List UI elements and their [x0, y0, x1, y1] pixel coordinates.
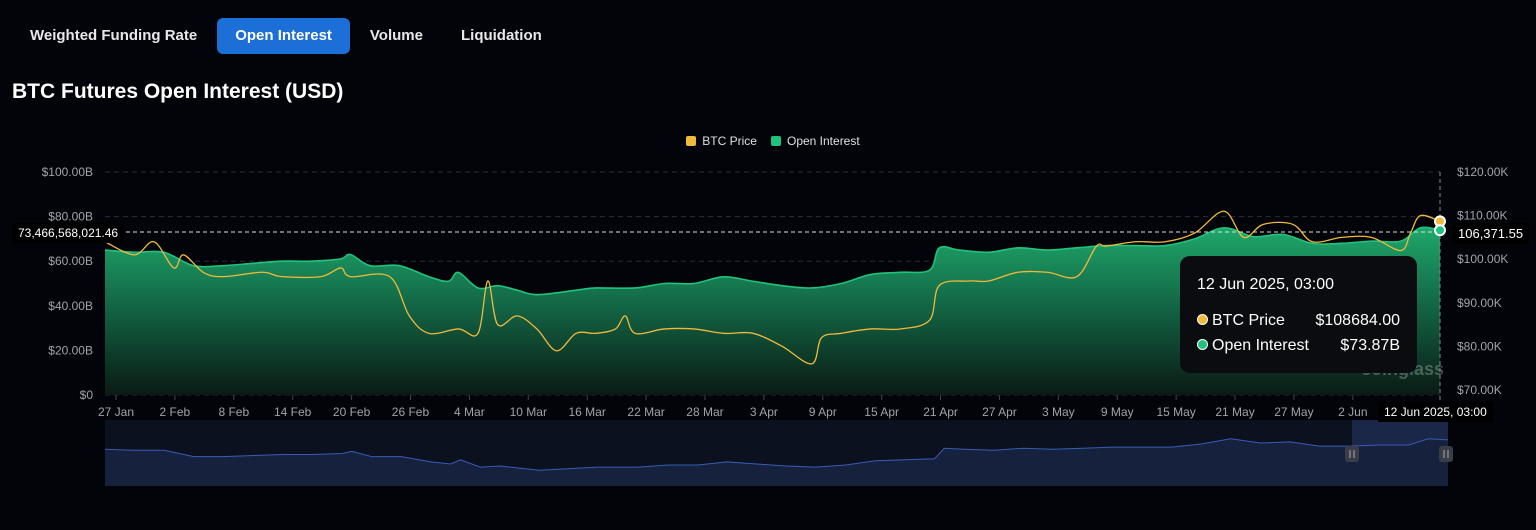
x-tick-label: 16 Mar: [568, 405, 605, 419]
x-tick-label: 14 Feb: [274, 405, 312, 419]
tooltip-value: $73.87B: [1340, 337, 1400, 354]
legend-open-interest[interactable]: Open Interest: [770, 134, 860, 148]
x-tick-label: 27 May: [1274, 405, 1313, 419]
x-tick-label: 22 Mar: [627, 405, 664, 419]
legend-label: BTC Price: [702, 134, 757, 148]
x-tick-label: 27 Apr: [982, 405, 1017, 419]
tooltip-label: BTC Price: [1212, 312, 1285, 329]
x-tick-label: 15 May: [1156, 405, 1195, 419]
open-interest-marker: [1434, 224, 1446, 237]
x-tick-label: 2 Feb: [160, 405, 191, 419]
y-right-tick-label: $100.00K: [1457, 252, 1508, 266]
x-tick-label: 21 Apr: [923, 405, 958, 419]
navigator-left-handle[interactable]: [1345, 446, 1359, 462]
y-right-tick-label: $80.00K: [1457, 339, 1502, 353]
x-tick-label: 27 Jan: [98, 405, 134, 419]
x-tick-label: 26 Feb: [392, 405, 430, 419]
y-left-tick-label: $100.00B: [42, 165, 93, 179]
y-left-tick-label: $40.00B: [48, 299, 93, 313]
x-tick-label: 2 Jun: [1338, 405, 1367, 419]
y-left-tick-label: $60.00B: [48, 254, 93, 268]
y-right-tick-label: $110.00K: [1457, 209, 1508, 223]
y-right-tick-label: $70.00K: [1457, 383, 1502, 397]
tab-volume[interactable]: Volume: [369, 27, 423, 44]
tab-liquidation[interactable]: Liquidation: [460, 27, 542, 44]
open-interest-dot-icon: [1197, 339, 1208, 350]
tab-weighted-funding-rate[interactable]: Weighted Funding Rate: [30, 27, 198, 44]
btc-price-dot-icon: [1197, 314, 1208, 325]
tooltip-row-open-interest: Open Interest $73.87B: [1197, 337, 1400, 355]
tab-bar: Weighted Funding Rate Open Interest Volu…: [12, 18, 562, 54]
navigator-line: [104, 438, 1449, 471]
x-tick-label: 10 Mar: [510, 405, 547, 419]
x-tick-label: 8 Feb: [218, 405, 249, 419]
x-tick-label: 21 May: [1215, 405, 1254, 419]
x-tick-label: 20 Feb: [333, 405, 371, 419]
navigator-area: [105, 438, 1448, 486]
open-interest-line: [104, 226, 1441, 296]
legend-btc-price[interactable]: BTC Price: [686, 134, 757, 148]
y-right-tick-label: $120.00K: [1457, 165, 1508, 179]
x-tick-label: 9 Apr: [809, 405, 837, 419]
x-tick-label: 3 Apr: [750, 405, 778, 419]
tooltip-value: $108684.00: [1315, 312, 1400, 329]
y-left-tick-label: $20.00B: [48, 343, 93, 357]
page-title: BTC Futures Open Interest (USD): [12, 80, 344, 103]
y-left-tick-label: $80.00B: [48, 210, 93, 224]
tooltip-row-btc-price: BTC Price $108684.00: [1197, 312, 1400, 330]
x-tick-label: 4 Mar: [454, 405, 485, 419]
open-interest-area: [105, 227, 1440, 395]
y-right-tick-label: $90.00K: [1457, 296, 1502, 310]
navigator-right-handle[interactable]: [1439, 446, 1453, 462]
legend-swatch: [686, 136, 697, 146]
x-tick-label: 3 May: [1042, 405, 1075, 419]
y-left-tick-label: $0: [80, 388, 94, 402]
legend-swatch: [770, 136, 781, 146]
btc-price-line: [104, 210, 1441, 365]
legend-label: Open Interest: [786, 134, 860, 148]
tooltip: 12 Jun 2025, 03:00 BTC Price $108684.00 O…: [1180, 256, 1417, 373]
tab-open-interest[interactable]: Open Interest: [217, 18, 350, 54]
chart-legend: BTC Price Open Interest: [0, 134, 1536, 148]
tooltip-date: 12 Jun 2025, 03:00: [1197, 276, 1335, 293]
crosshair-left-value: 73,466,568,021.46: [12, 223, 125, 243]
x-tick-label: 28 Mar: [686, 405, 723, 419]
tooltip-label: Open Interest: [1212, 337, 1309, 354]
crosshair-right-value: 106,371.55: [1452, 223, 1530, 244]
x-tick-label: 9 May: [1101, 405, 1134, 419]
x-tick-label: 15 Apr: [864, 405, 899, 419]
crosshair-x-label: 12 Jun 2025, 03:00: [1378, 402, 1493, 422]
